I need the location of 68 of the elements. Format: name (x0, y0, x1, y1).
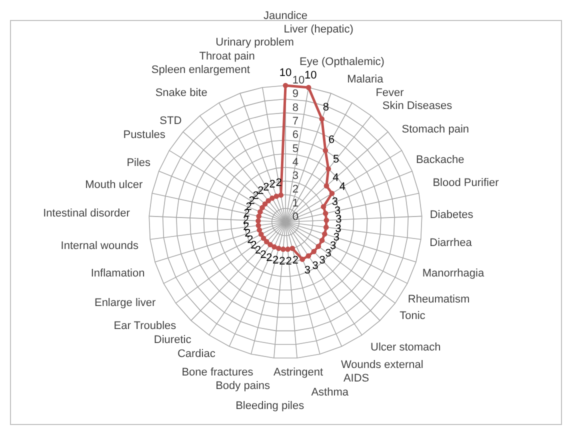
y-tick-label: 4 (292, 156, 298, 168)
spoke-label: Pustules (123, 129, 166, 142)
spoke-label: Bleeding piles (236, 400, 305, 412)
spoke-label: Body pains (216, 380, 271, 392)
y-tick-label: 6 (292, 129, 298, 142)
spoke-label: Asthma (311, 386, 350, 398)
y-tick-label: 3 (292, 170, 298, 182)
spoke-label: Ulcer stomach (370, 341, 441, 354)
data-label: 3 (325, 248, 332, 260)
spoke-label: Bone fractures (182, 366, 254, 379)
spoke-label: Skin Diseases (382, 100, 453, 112)
spoke-label: Backache (416, 154, 464, 166)
spoke-label: Wounds external (340, 358, 424, 371)
data-label: 2 (269, 178, 276, 191)
data-label: 3 (312, 260, 318, 272)
data-label: 2 (279, 255, 286, 268)
data-label: 2 (272, 254, 279, 266)
y-tick-label: 2 (292, 184, 298, 196)
y-tick-label: 1 (292, 197, 298, 210)
spoke-label: Ear Troubles (114, 320, 177, 332)
spoke-label: AIDS (343, 372, 370, 385)
spoke-label: Urinary problem (216, 36, 294, 49)
spoke-label: Diabetes (430, 208, 474, 221)
data-label: 4 (339, 180, 346, 193)
y-tick-label: 10 (292, 74, 305, 87)
spoke-label: Astringent (274, 366, 324, 378)
spoke-label: Enlarge liver (94, 296, 156, 309)
spoke-label: Fever (376, 86, 404, 99)
spoke-label: Liver (hepatic) (284, 23, 354, 36)
spoke-label: Jaundice (263, 10, 308, 22)
spoke-label: Piles (126, 156, 152, 169)
data-label: 2 (258, 185, 264, 198)
spoke-label: Diarrhea (430, 237, 473, 250)
spoke-label: Mouth ulcer (85, 179, 143, 192)
data-label: 2 (266, 252, 272, 264)
spoke-label: Stomach pain (402, 124, 470, 136)
data-label: 5 (333, 153, 340, 166)
spoke-label: Blood Purifier (432, 177, 500, 190)
spoke-label: Diuretic (154, 334, 192, 346)
spoke-label: Internal wounds (60, 240, 139, 252)
data-label: 3 (319, 254, 326, 266)
data-label: 2 (263, 181, 270, 194)
y-tick-label: 7 (292, 115, 298, 128)
spoke-label: STD (160, 114, 182, 127)
spoke-label: Cardiac (177, 348, 216, 360)
spoke-label: Inflamation (90, 267, 145, 280)
spoke-label: Intestinal disorder (43, 208, 130, 220)
spoke-label: Eye (Opthalemic) (299, 56, 384, 68)
spoke-label: Tonic (400, 310, 426, 322)
data-label: 3 (330, 240, 336, 252)
y-tick-label: 8 (292, 102, 298, 114)
data-label: 2 (255, 244, 262, 257)
data-label: 2 (260, 248, 266, 261)
y-tick-label: 9 (292, 88, 298, 100)
data-label: 10 (304, 69, 317, 82)
spoke-label: Rheumatism (408, 293, 470, 306)
data-label: 8 (322, 101, 330, 114)
spoke-label: Snake bite (155, 86, 208, 99)
data-label: 4 (332, 172, 339, 184)
spoke-label: Malaria (347, 73, 384, 86)
spoke-label: Manorrhagia (422, 267, 485, 280)
y-tick-label: 5 (292, 142, 298, 155)
y-tick-label: 0 (292, 211, 298, 223)
data-label: 6 (328, 134, 334, 146)
spoke-label: Spleen enlargement (151, 64, 250, 76)
data-label: 3 (304, 264, 310, 277)
spoke-label: Throat pain (199, 50, 255, 63)
data-label: 2 (250, 240, 257, 252)
